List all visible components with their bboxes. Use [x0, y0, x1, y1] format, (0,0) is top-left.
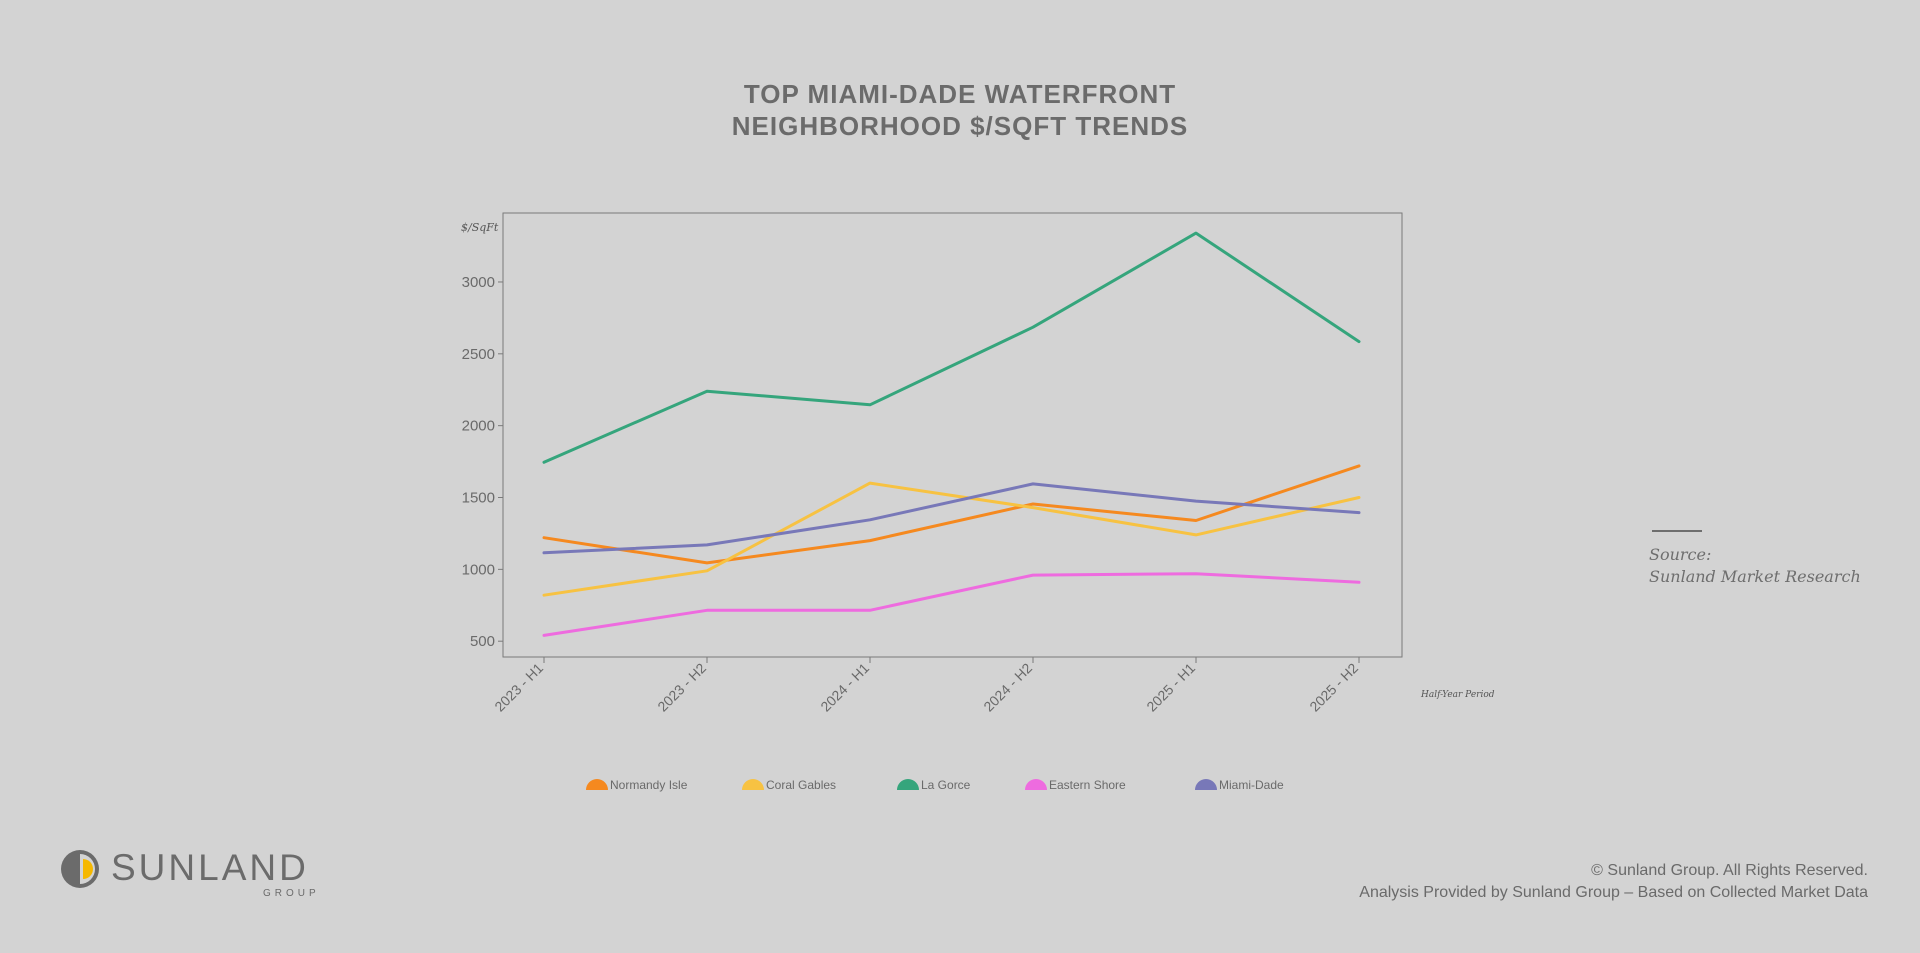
chart-title-line-1: TOP MIAMI-DADE WATERFRONT [743, 79, 1177, 109]
logo-wordmark: SUNLAND [111, 847, 309, 888]
series-line-eastern-shore [542, 572, 1361, 637]
legend-label-normandy-isle: Normandy Isle [610, 778, 688, 792]
legend-marker-eastern-shore [1025, 779, 1047, 790]
legend: Normandy Isle Coral Gables La Gorce Eastern… [586, 778, 1284, 792]
legend-marker-normandy-isle [586, 779, 608, 790]
footer-credits: © Sunland Group. All Rights Reserved. An… [1359, 860, 1868, 904]
legend-label-miami-dade: Miami-Dade [1219, 778, 1284, 792]
axes: 500 1000 1500 2000 2500 3000 $/SqFt 2023 - H1 20… [461, 212, 1495, 715]
series-line-coral-gables [542, 481, 1361, 597]
x-tick-label: 2024 - H2 [980, 660, 1035, 715]
series-line-normandy-isle [542, 464, 1361, 565]
source-name: Sunland Market Research [1649, 567, 1861, 586]
source-note: Source: Sunland Market Research [1649, 530, 1861, 588]
copyright-text: © Sunland Group. All Rights Reserved. [1591, 862, 1868, 879]
series-line-miami-dade [542, 482, 1361, 555]
x-tick-label: 2023 - H1 [491, 660, 546, 715]
y-tick-label: 1500 [462, 490, 495, 507]
legend-marker-miami-dade [1195, 779, 1217, 790]
y-tick-label: 1000 [462, 561, 495, 578]
y-axis-label: $/SqFt [461, 221, 499, 234]
analysis-credit: Analysis Provided by Sunland Group – Bas… [1359, 884, 1868, 901]
y-tick-label: 2500 [462, 346, 495, 363]
x-tick-label: 2024 - H1 [817, 660, 872, 715]
series-lines [542, 231, 1361, 637]
x-tick-label: 2023 - H2 [654, 660, 709, 715]
plot-frame [502, 212, 1403, 658]
chart-title: TOP MIAMI-DADE WATERFRONT NEIGHBORHOOD $… [0, 78, 1920, 142]
y-tick-label: 2000 [462, 418, 495, 435]
legend-label-la-gorce: La Gorce [921, 778, 971, 792]
logo-subtitle: GROUP [263, 888, 320, 899]
sunland-sun-icon [61, 850, 99, 888]
legend-label-eastern-shore: Eastern Shore [1049, 778, 1126, 792]
x-tick-label: 2025 - H1 [1143, 660, 1198, 715]
legend-marker-coral-gables [742, 779, 764, 790]
source-rule [1652, 530, 1702, 532]
source-label: Source: [1649, 545, 1712, 564]
chart-title-line-2: NEIGHBORHOOD $/SQFT TRENDS [731, 111, 1189, 141]
y-tick-label: 500 [470, 633, 495, 650]
legend-marker-la-gorce [897, 779, 919, 790]
y-tick-label: 3000 [462, 274, 495, 291]
x-tick-label: 2025 - H2 [1306, 660, 1361, 715]
legend-label-coral-gables: Coral Gables [766, 778, 836, 792]
sunland-logo: SUNLAND GROUP [59, 846, 319, 904]
series-line-la-gorce [542, 231, 1361, 464]
x-axis-label: Half-Year Period [1420, 690, 1495, 700]
